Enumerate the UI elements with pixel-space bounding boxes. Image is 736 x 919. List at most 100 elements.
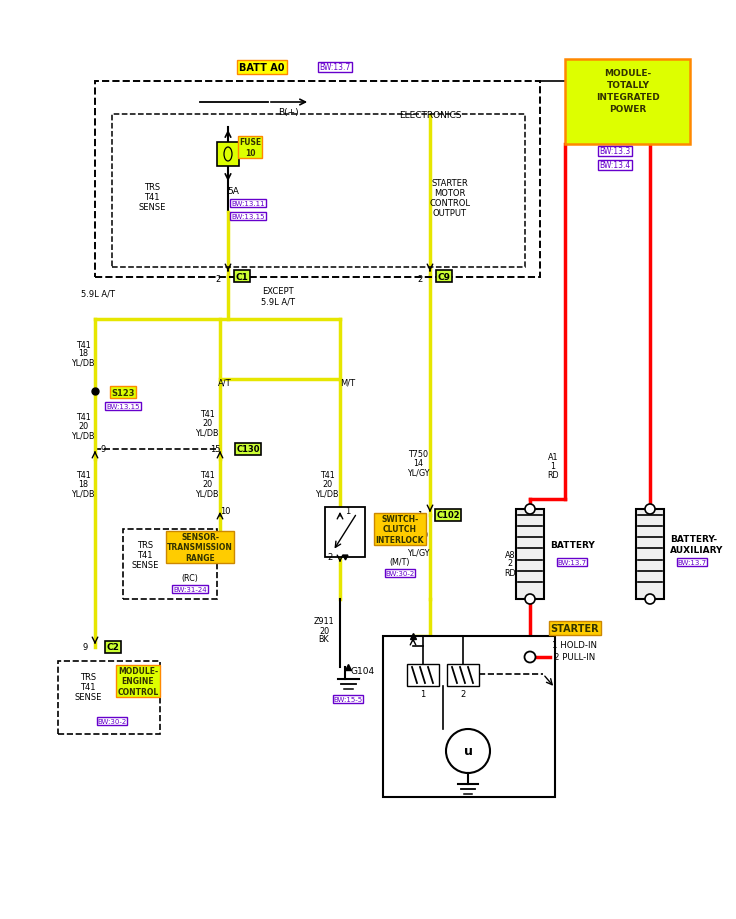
Text: TRS: TRS	[80, 673, 96, 682]
Text: RD: RD	[547, 471, 559, 480]
Circle shape	[645, 595, 655, 605]
Text: SENSOR-
TRANSMISSION
RANGE: SENSOR- TRANSMISSION RANGE	[167, 532, 233, 562]
Text: 18: 18	[78, 480, 88, 489]
Text: T41: T41	[199, 410, 214, 419]
Text: BW:13.7: BW:13.7	[319, 63, 350, 73]
Text: 1: 1	[551, 462, 556, 471]
Text: C130: C130	[236, 445, 260, 454]
Text: T41: T41	[76, 413, 91, 422]
Text: BK: BK	[319, 635, 329, 644]
Text: C2: C2	[107, 642, 119, 652]
Text: 2: 2	[417, 274, 422, 283]
Text: T41: T41	[199, 471, 214, 480]
Text: YL/DB: YL/DB	[195, 428, 219, 437]
Bar	[95, 82, 540, 278]
Bar	[516, 509, 544, 599]
Text: BW:13.15: BW:13.15	[231, 214, 265, 220]
Text: C1: C1	[236, 272, 249, 281]
Text: BW:13.7: BW:13.7	[677, 560, 707, 565]
Bar	[383, 636, 555, 797]
Text: YL/DB: YL/DB	[315, 489, 339, 498]
Text: INTEGRATED: INTEGRATED	[596, 93, 660, 101]
Text: STARTER: STARTER	[431, 178, 468, 187]
Text: BW:13.7: BW:13.7	[557, 560, 587, 565]
Text: 2: 2	[328, 553, 333, 562]
Text: BW:13.4: BW:13.4	[599, 162, 631, 170]
Text: YL/DB: YL/DB	[71, 431, 95, 440]
Bar	[636, 509, 664, 599]
Text: BW:13.15: BW:13.15	[106, 403, 140, 410]
Text: B(+): B(+)	[277, 108, 298, 117]
Text: 5A: 5A	[227, 187, 239, 197]
Text: FUSE
10: FUSE 10	[239, 138, 261, 157]
Text: YL/DB: YL/DB	[195, 489, 219, 498]
Text: 20: 20	[78, 422, 88, 431]
Text: 1 HOLD-IN: 1 HOLD-IN	[553, 640, 598, 649]
Text: T41: T41	[80, 683, 96, 692]
Text: C102: C102	[436, 511, 460, 520]
Text: BW:15-5: BW:15-5	[333, 697, 363, 702]
Text: A1: A1	[548, 453, 558, 462]
Text: 9: 9	[82, 642, 88, 652]
Text: 10: 10	[220, 507, 230, 516]
Bar	[112, 115, 525, 267]
Text: A8: A8	[505, 550, 515, 559]
Text: 1: 1	[417, 511, 422, 520]
Text: 2: 2	[216, 274, 221, 283]
Text: OUTPUT: OUTPUT	[433, 209, 467, 217]
Text: u: u	[464, 744, 473, 757]
Circle shape	[525, 652, 536, 663]
Text: TRS: TRS	[137, 539, 153, 549]
Text: 1: 1	[345, 507, 350, 516]
Text: 14: 14	[413, 459, 423, 468]
Text: M/T: M/T	[341, 378, 355, 387]
Text: BATT A0: BATT A0	[239, 62, 285, 73]
Text: MOTOR: MOTOR	[434, 188, 466, 198]
Text: G104: G104	[351, 667, 375, 675]
Text: T41: T41	[76, 471, 91, 480]
Text: YL/DB: YL/DB	[71, 489, 95, 498]
Text: (M/T): (M/T)	[390, 558, 410, 567]
Text: -: -	[648, 595, 652, 605]
Text: EXCEPT: EXCEPT	[262, 286, 294, 295]
Circle shape	[446, 729, 490, 773]
Text: S123: S123	[111, 388, 135, 397]
Bar	[565, 60, 690, 145]
Text: 20: 20	[202, 419, 212, 428]
Text: POWER: POWER	[609, 105, 647, 113]
Text: YL/GY: YL/GY	[407, 548, 429, 557]
Text: 20: 20	[322, 480, 332, 489]
Text: BATTERY: BATTERY	[550, 539, 595, 549]
Bar	[123, 529, 217, 599]
Text: BW:31-24: BW:31-24	[173, 586, 207, 593]
Text: C9: C9	[437, 272, 450, 281]
Text: 20: 20	[202, 480, 212, 489]
Bar	[325, 507, 365, 558]
Circle shape	[645, 505, 655, 515]
Text: BW:30-2: BW:30-2	[386, 571, 414, 576]
Circle shape	[525, 595, 535, 605]
Text: T41: T41	[319, 471, 334, 480]
Text: 9: 9	[100, 445, 106, 454]
Bar	[407, 664, 439, 686]
Text: T750: T750	[408, 530, 428, 539]
Text: 2: 2	[461, 690, 466, 698]
Text: BATTERY-
AUXILIARY: BATTERY- AUXILIARY	[670, 535, 723, 554]
Text: Z911: Z911	[314, 617, 334, 626]
Text: 15: 15	[210, 445, 220, 454]
Text: CONTROL: CONTROL	[430, 199, 470, 208]
Text: SENSE: SENSE	[131, 560, 159, 569]
Text: SWITCH-
CLUTCH
INTERLOCK: SWITCH- CLUTCH INTERLOCK	[376, 515, 424, 544]
Text: T750: T750	[408, 450, 428, 459]
Text: TRS: TRS	[144, 183, 160, 192]
Text: +: +	[526, 505, 534, 515]
Text: 14: 14	[413, 539, 423, 548]
Text: YL/GY: YL/GY	[407, 468, 429, 477]
Text: ELECTRONICS: ELECTRONICS	[399, 111, 461, 120]
Text: T41: T41	[76, 340, 91, 349]
Text: MODULE-
ENGINE
CONTROL: MODULE- ENGINE CONTROL	[117, 666, 159, 697]
Bar	[217, 142, 239, 167]
Text: A/T: A/T	[218, 378, 232, 387]
Text: SENSE: SENSE	[74, 693, 102, 702]
Text: BW:13.3: BW:13.3	[599, 147, 631, 156]
